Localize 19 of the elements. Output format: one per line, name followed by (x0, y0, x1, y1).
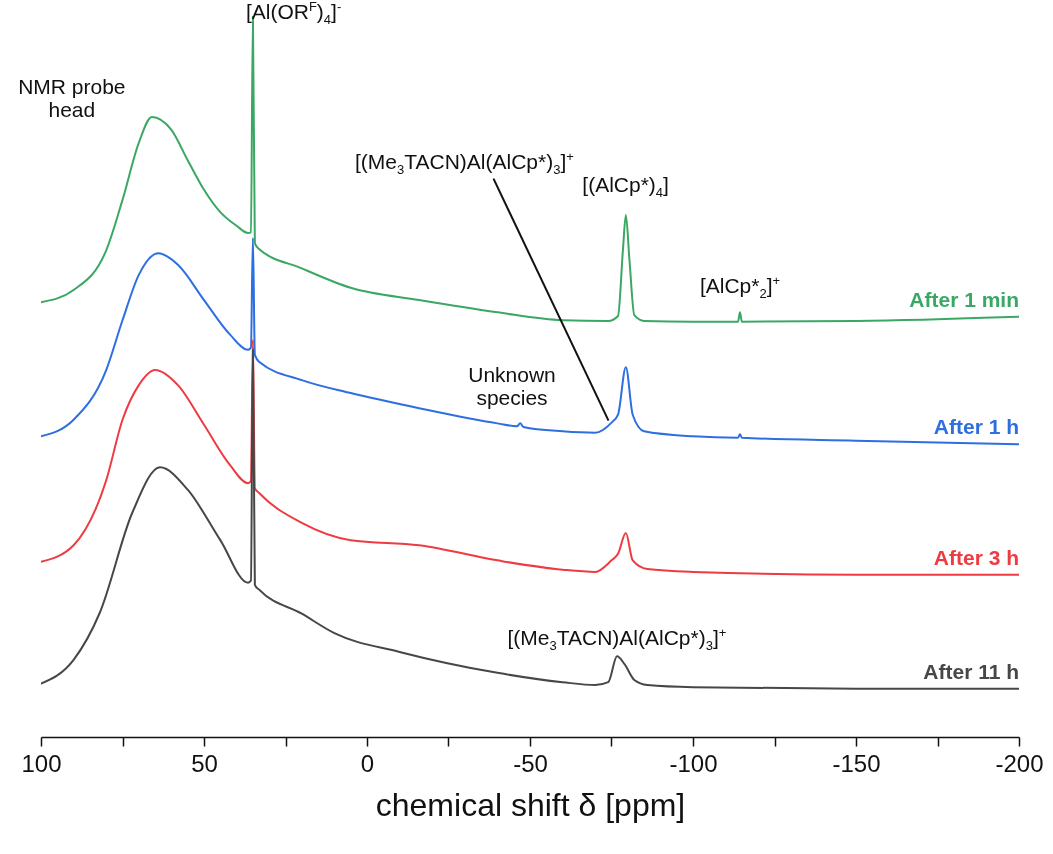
annotation: [AlCp*$_{2}$]$^{+}$ (699, 273, 781, 302)
x-tick-label: -100 (669, 749, 718, 777)
x-tick-label: 0 (360, 749, 375, 777)
annotation: [Al(OR$^{F}$)$_{4}$]$^{-}$ (245, 0, 342, 28)
series-label: After 11 h (923, 659, 1019, 683)
annotation: [(Me$_{3}$TACN)Al(AlCp*)$_{3}$]$^{+}$ (507, 625, 727, 654)
series-label: After 1 h (933, 415, 1019, 439)
x-axis-title: chemical shift δ [ppm] (375, 786, 686, 823)
annotation: NMR probe head (17, 74, 127, 122)
annotation: Unknown species (467, 363, 557, 410)
x-tick-label: 50 (191, 749, 218, 777)
x-tick-label: -150 (832, 749, 881, 777)
x-tick-label: 100 (21, 749, 62, 777)
series-label: After 3 h (933, 545, 1019, 569)
series-label: After 1 min (909, 287, 1019, 311)
x-tick-label: -50 (513, 749, 548, 777)
annotation: [(Me$_{3}$TACN)Al(AlCp*)$_{3}$]$^{+}$ (355, 148, 574, 178)
annotation: [(AlCp*)$_{4}$] (582, 172, 669, 201)
x-tick-label: -200 (995, 749, 1044, 777)
